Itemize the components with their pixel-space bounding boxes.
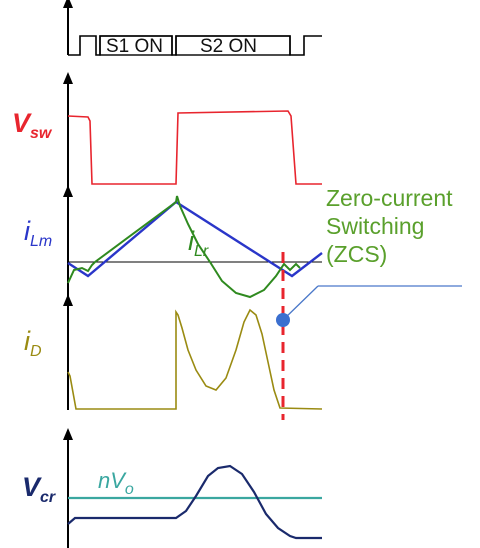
s1-on-label: S1 ON xyxy=(106,36,164,57)
ilr-subscript: Lr xyxy=(194,243,209,260)
zcs-annotation xyxy=(276,252,462,420)
vsw-waveform xyxy=(67,110,322,185)
ilm-label: iLm xyxy=(24,216,52,250)
ilr-label: iLr xyxy=(188,226,208,260)
current-panel xyxy=(63,185,323,299)
zcs-callout-line2: Switching xyxy=(326,213,425,239)
diode-current-panel xyxy=(63,294,323,410)
vsw-label: Vsw xyxy=(12,108,51,142)
nvo-symbol: nV xyxy=(98,468,125,493)
zcs-leader-line xyxy=(282,285,319,321)
zcs-callout-line1: Zero-current xyxy=(326,185,453,211)
zcs-callout-line3: (ZCS) xyxy=(326,241,388,267)
vcr-symbol: V xyxy=(22,472,41,502)
id-waveform xyxy=(67,308,323,410)
vsw-subscript: sw xyxy=(30,125,52,142)
ilr-waveform xyxy=(67,195,301,299)
id-subscript: D xyxy=(30,343,42,360)
ilm-symbol: i xyxy=(24,216,30,246)
id-symbol: i xyxy=(24,326,30,356)
zcs-callout-text: Zero-current Switching (ZCS) xyxy=(326,184,453,268)
nvo-label: nVo xyxy=(98,468,134,498)
vsw-panel xyxy=(63,72,322,188)
ilm-subscript: Lm xyxy=(30,233,53,250)
vcr-label: Vcr xyxy=(22,472,55,506)
zcs-marker-dot xyxy=(276,313,290,327)
vcr-subscript: cr xyxy=(40,489,56,506)
id-label: iD xyxy=(24,326,42,360)
vcr-waveform xyxy=(67,464,322,540)
vsw-symbol: V xyxy=(12,108,31,138)
vcr-panel xyxy=(63,428,322,548)
nvo-subscript: o xyxy=(124,481,134,498)
s2-on-label: S2 ON xyxy=(200,36,258,57)
ilr-symbol: i xyxy=(188,226,194,256)
